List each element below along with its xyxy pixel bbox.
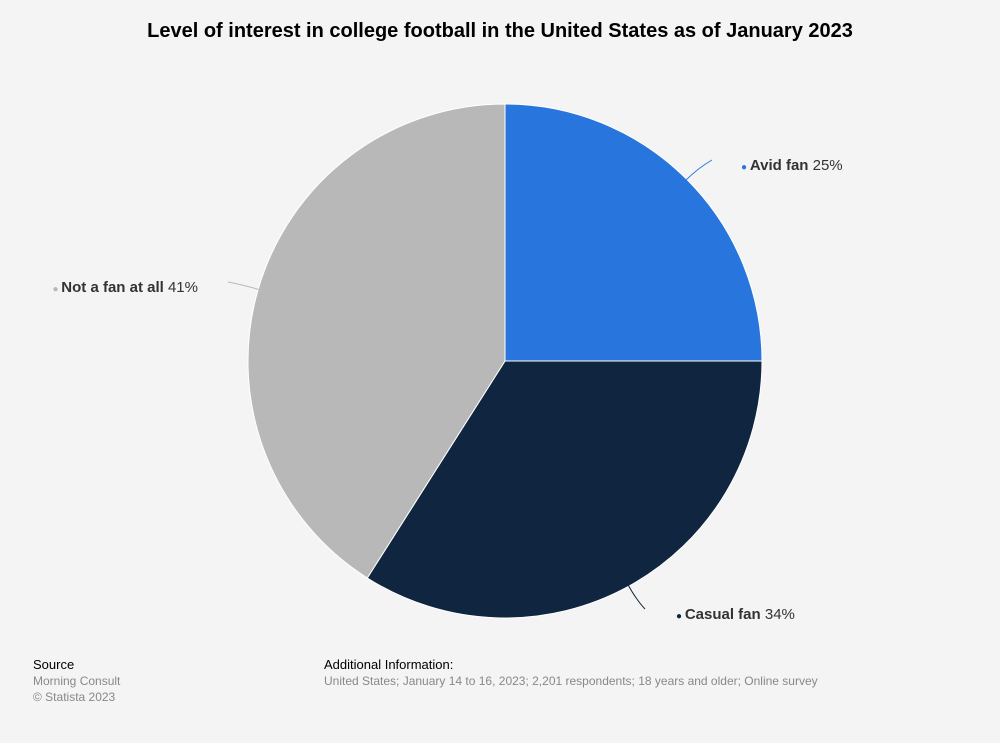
pie-slice-avid-fan[interactable] bbox=[504, 103, 763, 362]
data-label-not-a-fan-at-all: ● Not a fan at all 41% bbox=[52, 279, 198, 296]
label-value: 25% bbox=[813, 157, 843, 174]
label-value: 34% bbox=[765, 606, 795, 623]
label-bullet-icon: ● bbox=[676, 611, 685, 622]
source-line-publisher: Morning Consult bbox=[33, 674, 121, 688]
label-category: Not a fan at all bbox=[61, 279, 168, 296]
additional-info-text: United States; January 14 to 16, 2023; 2… bbox=[324, 674, 818, 688]
leader-line-casual-fan bbox=[626, 583, 646, 610]
chart-title: Level of interest in college football in… bbox=[147, 20, 853, 42]
leader-line-avid-fan bbox=[684, 159, 713, 182]
label-category: Avid fan bbox=[750, 157, 813, 174]
source-line-copyright: © Statista 2023 bbox=[33, 690, 116, 704]
source-heading: Source bbox=[33, 657, 75, 672]
data-label-avid-fan: ● Avid fan 25% bbox=[741, 157, 843, 174]
data-label-casual-fan: ● Casual fan 34% bbox=[676, 606, 795, 623]
additional-info-block: Additional Information: United States; J… bbox=[324, 657, 818, 689]
source-block: Source Morning Consult © Statista 2023 bbox=[33, 657, 120, 705]
label-bullet-icon: ● bbox=[52, 284, 61, 295]
label-bullet-icon: ● bbox=[741, 162, 750, 173]
label-category: Casual fan bbox=[685, 606, 765, 623]
label-value: 41% bbox=[168, 279, 198, 296]
leader-line-not-a-fan-at-all bbox=[227, 281, 262, 291]
additional-info-heading: Additional Information: bbox=[324, 657, 454, 672]
